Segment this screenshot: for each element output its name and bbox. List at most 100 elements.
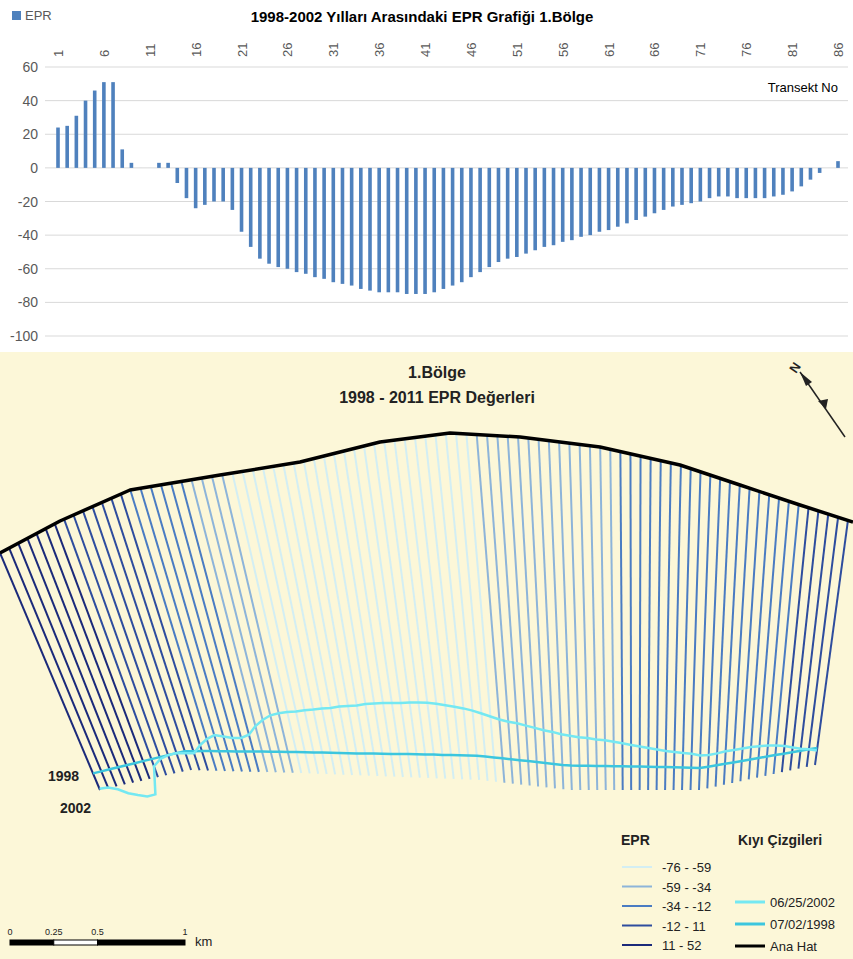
map-subtitle: 1998 - 2011 EPR Değerleri [339, 389, 535, 406]
legend-swatch [622, 886, 652, 888]
bar [561, 168, 565, 242]
x-tick-label: 46 [464, 43, 479, 57]
north-label: N [786, 359, 804, 375]
bar [203, 168, 207, 205]
transect [740, 491, 759, 781]
legend-label: 11 - 52 [662, 938, 702, 953]
transect [559, 442, 572, 790]
x-tick-label: 31 [326, 43, 341, 57]
transect [648, 458, 651, 790]
bar [662, 168, 666, 210]
bar [350, 168, 354, 286]
bar [148, 167, 152, 168]
bar [331, 168, 335, 282]
transect [415, 438, 454, 779]
bar [84, 101, 88, 168]
bar [258, 168, 262, 259]
baseline [0, 433, 853, 553]
scale-label: 0.5 [91, 927, 104, 937]
figure: -100-80-60-40-20020406016111621263136414… [0, 0, 853, 959]
x-tick-label: 76 [739, 43, 754, 57]
bar [267, 168, 271, 264]
scale-segment [98, 940, 186, 945]
scale-segment [10, 940, 54, 945]
transect [446, 434, 479, 780]
bar [130, 163, 134, 168]
chart-background [0, 0, 853, 352]
x-tick-label: 11 [143, 44, 158, 58]
bar [377, 168, 381, 292]
transect [273, 466, 335, 774]
scale-segment [54, 940, 98, 945]
bar [185, 168, 189, 198]
bar [442, 168, 446, 289]
bar [341, 168, 345, 284]
legend-label: EPR [25, 8, 52, 23]
bar [295, 168, 299, 272]
legend-label: 07/02/1998 [770, 917, 835, 932]
transect [253, 470, 318, 774]
transect [610, 449, 614, 790]
bar [754, 168, 758, 198]
grid-line [45, 134, 848, 135]
scale-unit: km [195, 934, 212, 949]
map-title: 1.Bölge [408, 364, 466, 381]
bar [799, 168, 803, 186]
transect [55, 524, 150, 779]
x-tick-label: 21 [235, 43, 250, 57]
transect [405, 439, 446, 779]
chart-title: 1998-2002 Yılları Arasındaki EPR Grafiği… [251, 8, 594, 25]
transect [508, 436, 530, 785]
bar [588, 168, 592, 235]
transect [528, 438, 546, 787]
bar [598, 168, 602, 232]
transect [639, 456, 642, 790]
legend-swatch [735, 945, 765, 948]
grid-line [45, 268, 848, 269]
x-tick-label: 51 [510, 43, 525, 57]
bar [643, 168, 647, 217]
transect [518, 437, 538, 787]
bar [497, 168, 501, 262]
north-arrow-mid [818, 399, 828, 409]
bar [175, 168, 179, 183]
bar [524, 168, 528, 254]
legend-swatch [622, 925, 652, 927]
bar [533, 168, 537, 250]
bar [515, 168, 519, 257]
transect [46, 529, 142, 781]
bar [65, 126, 69, 168]
bar [744, 168, 748, 198]
shoreline-label: 1998 [48, 768, 79, 784]
transect [691, 472, 701, 790]
transect [749, 495, 770, 780]
transect [724, 485, 740, 785]
scale-label: 1 [182, 927, 187, 937]
legend-swatch [622, 944, 652, 946]
grid-line [45, 67, 848, 68]
transect [425, 436, 462, 779]
y-tick-label: 0 [30, 160, 38, 176]
bar [359, 168, 363, 289]
y-tick-label: 60 [22, 59, 38, 75]
bar [708, 168, 712, 198]
bar [231, 168, 235, 210]
bar [221, 168, 225, 202]
transect [798, 514, 828, 769]
x-tick-label: 41 [418, 43, 433, 57]
bar [699, 168, 703, 202]
legend-title: Kıyı Çizgileri [738, 832, 822, 848]
legend-label: -34 - -12 [662, 899, 711, 914]
shoreline-label: 2002 [60, 800, 91, 816]
bar [276, 168, 280, 267]
bar [460, 168, 464, 282]
x-tick-label: 61 [602, 43, 617, 57]
transect [181, 481, 259, 771]
bar [717, 168, 721, 197]
bar [120, 149, 124, 167]
scale-label: 0 [7, 927, 12, 937]
bar [726, 168, 730, 197]
legend-swatch [622, 866, 652, 868]
bar [487, 168, 491, 267]
bar [552, 168, 556, 245]
